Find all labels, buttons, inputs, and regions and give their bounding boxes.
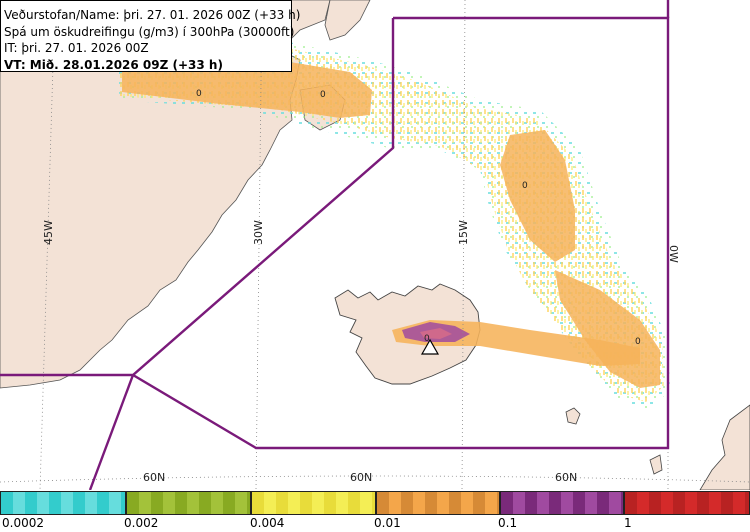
- lon-label-30w: 30W: [252, 220, 265, 245]
- contour-label-2: 0: [320, 90, 326, 100]
- lon-label-0w: 0W: [667, 245, 680, 263]
- legend-swatch-0002: [0, 491, 126, 515]
- info-line-issue-time: IT: þri. 27. 01. 2026 00Z: [4, 41, 149, 55]
- legend-label-01: 0.01: [374, 516, 401, 530]
- fir-boundary: [0, 0, 670, 490]
- contour-label-1: 0: [196, 89, 202, 99]
- legend-swatch-1: [500, 491, 624, 515]
- lat-label-60n-3: 60N: [555, 471, 577, 484]
- greenland-east-islands: [324, 0, 371, 41]
- legend-label-1: 0.1: [498, 516, 518, 530]
- volcano-marker-icon[interactable]: [420, 338, 440, 355]
- lon-label-45w: 45W: [42, 220, 55, 245]
- ash-plume-orange-north: [122, 62, 372, 118]
- legend-label-004: 0.004: [250, 516, 285, 530]
- scotland-land: [699, 404, 750, 490]
- legend-swatch-002: [126, 491, 251, 515]
- legend-label-002: 0.002: [124, 516, 159, 530]
- lat-label-60n-2: 60N: [350, 471, 372, 484]
- contour-label-3: 0: [522, 181, 528, 191]
- info-line-name: Veðurstofan/Name: þri. 27. 01. 2026 00Z …: [4, 8, 301, 22]
- contour-label-5: 0: [635, 337, 641, 347]
- legend-swatch-01: [376, 491, 500, 515]
- legend-swatch-high: [624, 491, 750, 515]
- color-legend: 0.0002 0.002 0.004 0.01 0.1 1: [0, 490, 750, 532]
- forecast-info-box: Veðurstofan/Name: þri. 27. 01. 2026 00Z …: [0, 0, 301, 72]
- lon-label-15w: 15W: [457, 220, 470, 245]
- info-line-valid-time: VT: Mið. 28.01.2026 09Z (+33 h): [4, 57, 223, 72]
- shetland-islands: [649, 454, 663, 475]
- ash-plume-iceland-core: [420, 328, 452, 339]
- faroe-islands: [565, 407, 581, 425]
- legend-label-high: 1: [624, 516, 632, 530]
- lat-label-60n-1: 60N: [143, 471, 165, 484]
- info-line-forecast: Spá um öskudreifingu (g/m3) í 300hPa (30…: [4, 24, 295, 39]
- ash-plume-orange-east: [500, 130, 575, 262]
- legend-swatch-004: [251, 491, 376, 515]
- map-canvas: 45W 30W 15W 0W 60N 60N 60N 0 0 0 0 0: [0, 0, 750, 490]
- legend-label-0002: 0.0002: [2, 516, 44, 530]
- contour-label-4: 0: [424, 334, 430, 344]
